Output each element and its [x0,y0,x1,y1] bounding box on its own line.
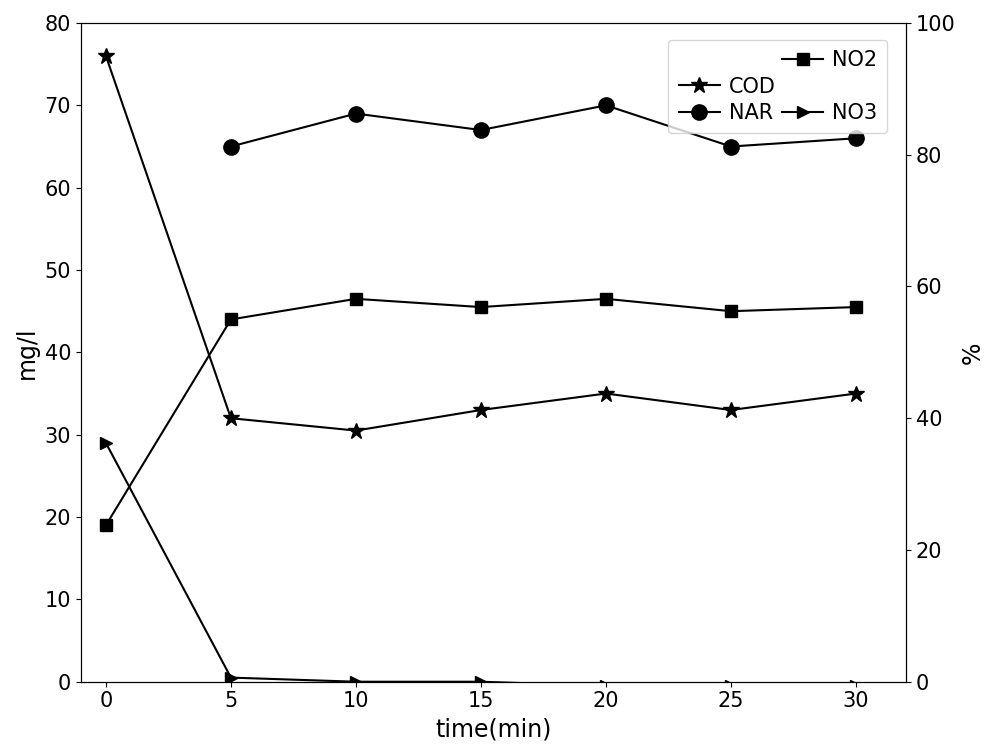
NO2 [350,294,362,303]
Y-axis label: mg/l: mg/l [15,326,39,379]
COD [725,405,737,414]
NAR [600,101,612,110]
NO2 [725,307,737,316]
NO3 [850,681,862,690]
NO2 [600,294,612,303]
NO3 [225,673,237,682]
NAR [850,134,862,143]
COD [600,389,612,398]
NAR [225,142,237,151]
Legend: , COD, NAR, NO2, , NO3: , COD, NAR, NO2, , NO3 [668,40,887,133]
NAR [475,125,487,135]
NO3 [350,677,362,686]
Line: NO3: NO3 [100,437,862,692]
NO3 [600,681,612,690]
X-axis label: time(min): time(min) [435,717,552,741]
NO3 [725,681,737,690]
NO2 [225,315,237,324]
NAR [725,142,737,151]
COD [350,426,362,435]
COD [850,389,862,398]
NO2 [100,521,112,530]
COD [225,414,237,423]
COD [100,51,112,60]
NO2 [850,302,862,311]
Line: NO2: NO2 [100,293,862,531]
NO2 [475,302,487,311]
COD [475,405,487,414]
NO3 [100,438,112,448]
Y-axis label: %: % [961,341,985,364]
Line: NAR: NAR [223,98,864,154]
Line: COD: COD [98,48,864,439]
NO3 [475,677,487,686]
NAR [350,109,362,118]
